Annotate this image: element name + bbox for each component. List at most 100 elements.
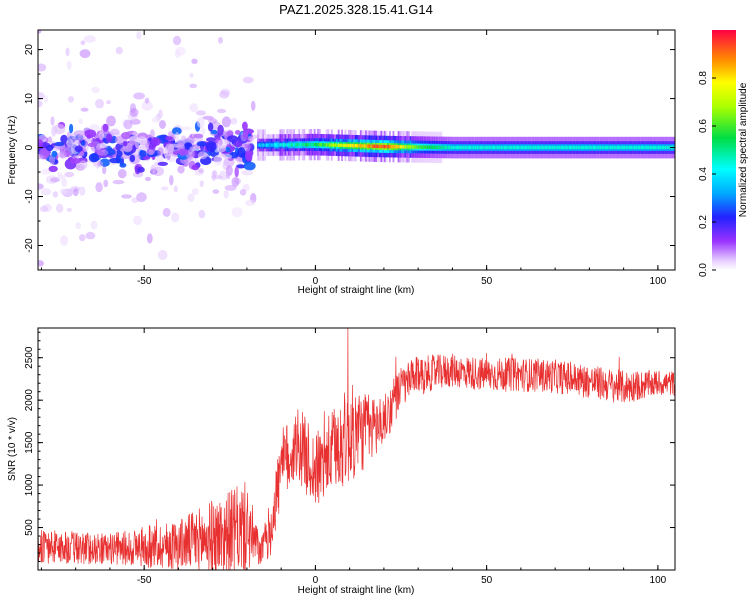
spectrogram-ridge-cell [534, 145, 537, 150]
spectrogram-blob [112, 179, 125, 185]
spectrogram-blob [129, 118, 141, 125]
spectrogram-ridge-cell [416, 145, 419, 149]
spectrogram-ridge-cell [375, 144, 378, 148]
x-tick-label: 50 [481, 276, 493, 287]
spectrogram-ridge-cell [337, 143, 340, 147]
spectrogram-axes: -50 0 50 100 -20 -10 0 10 20 [24, 30, 675, 287]
spectrogram-blob [38, 135, 46, 140]
spectrogram-blob [60, 134, 68, 144]
spectrogram-blob [217, 124, 224, 136]
spectrogram-blob [77, 134, 86, 141]
spectrogram-blob [43, 95, 49, 103]
spectrogram-ridge-cell [399, 145, 402, 149]
spectrogram-blob [102, 165, 107, 175]
colorbar-label: Normalized spectral amplitude [738, 82, 749, 217]
spectrogram-ridge-cell [630, 145, 633, 150]
spectrogram-blob [212, 189, 220, 194]
spectrogram-ridge-cell [354, 144, 357, 148]
spectrogram-blob [41, 168, 51, 175]
spectrogram-ridge-cell [469, 145, 472, 150]
spectrogram-ridge-cell [363, 144, 366, 148]
spectrogram-blob [236, 156, 244, 165]
spectrogram-ridge-cell [639, 145, 641, 150]
spectrogram-blob [97, 161, 104, 167]
spectrogram-blob [164, 143, 175, 154]
spectrogram-blob [115, 136, 124, 144]
spectrogram-ridge-cell [563, 145, 566, 150]
spectrogram-ridge-cell [663, 145, 665, 150]
spectrogram-ridge-cell [365, 144, 367, 148]
spectrogram-blob [169, 175, 174, 186]
spectrogram-blob [205, 141, 217, 152]
spectrogram-ridge-cell [282, 143, 285, 147]
spectrogram-ridge-cell [387, 144, 390, 149]
y-tick-label: 2500 [24, 346, 35, 369]
spectrogram-ridge-cell [414, 145, 417, 149]
spectrogram-ridge-cell [455, 145, 458, 150]
spectrogram-blob [51, 150, 58, 158]
spectrogram-blob [51, 126, 56, 138]
spectrogram-blob [95, 98, 104, 109]
spectrogram-ridge-cell [556, 145, 559, 150]
spectrogram-blob [80, 40, 86, 46]
spectrogram-ridge-cell [621, 145, 624, 150]
spectrogram-blob [50, 116, 55, 126]
spectrogram-ridge-cell [317, 142, 319, 147]
spectrogram-blob [217, 108, 227, 114]
spectrogram-ridge-cell [438, 145, 441, 149]
spectrogram-ridge-cell [272, 143, 275, 147]
spectrogram-blob [242, 121, 248, 131]
spectrogram-ridge-cell [419, 145, 422, 149]
spectrogram-blob [157, 249, 168, 261]
spectrogram-blob [155, 154, 164, 163]
spectrogram-blob [74, 145, 83, 153]
spectrogram-blob [80, 107, 89, 112]
spectrogram-ridge-cell [349, 143, 352, 148]
spectrogram-ridge-cell [664, 145, 667, 150]
spectrogram-ridge-cell [390, 145, 393, 149]
spectrogram-ridge-cell [515, 145, 518, 150]
spectrogram-blob [241, 169, 254, 176]
spectrogram-ridge-cell [654, 145, 657, 150]
spectrogram-ridge-cell [329, 143, 331, 147]
spectrogram-ridge-cell [431, 145, 434, 149]
spectrogram-blob [182, 137, 195, 145]
spectrogram-ridge-cell [652, 145, 655, 150]
spectrogram-ridge-cell [608, 145, 611, 150]
colorbar-tick-label: 0.6 [698, 119, 709, 133]
spectrogram-blob [211, 175, 223, 180]
spectrogram-ridge-cell [536, 145, 539, 150]
spectrogram-blob [137, 136, 148, 145]
spectrogram-blob [224, 184, 237, 191]
spectrogram-ridge-cell [637, 145, 640, 150]
spectrogram-ridge-cell [262, 143, 265, 147]
snr-ylabel: SNR (10 * v/v) [7, 417, 18, 481]
spectrogram-blob [223, 130, 228, 138]
spectrogram-ridge-cell [558, 145, 561, 150]
spectrogram-ridge-cell [560, 145, 563, 150]
spectrogram-ridge-cell [524, 145, 527, 150]
spectrogram-blob [54, 141, 65, 147]
spectrogram-ridge-cell [529, 145, 532, 150]
spectrogram-blob [38, 63, 47, 72]
spectrogram-ridge-cell [300, 143, 302, 147]
spectrogram-blob [236, 164, 246, 169]
spectrogram-blob [175, 132, 180, 140]
spectrogram-frame [37, 29, 676, 271]
spectrogram-blob [200, 126, 206, 136]
spectrogram-blob [175, 46, 186, 56]
spectrogram-ridge-cell [520, 145, 523, 150]
spectrogram-blob [133, 92, 146, 100]
spectrogram-ridge-cell [461, 145, 463, 150]
spectrogram-ridge-cell [257, 143, 260, 147]
spectrogram-blob [165, 136, 173, 141]
spectrogram-ridge-cell [315, 142, 318, 147]
spectrogram-ridge-cell [510, 145, 513, 150]
y-tick-label: 10 [24, 93, 35, 105]
spectrogram-blob [233, 140, 243, 148]
spectrogram-ridge-cell [401, 145, 403, 149]
spectrogram-ridge-cell [478, 145, 480, 150]
spectrogram-ridge-cell [625, 145, 628, 150]
spectrogram-ridge-cell [589, 145, 592, 150]
